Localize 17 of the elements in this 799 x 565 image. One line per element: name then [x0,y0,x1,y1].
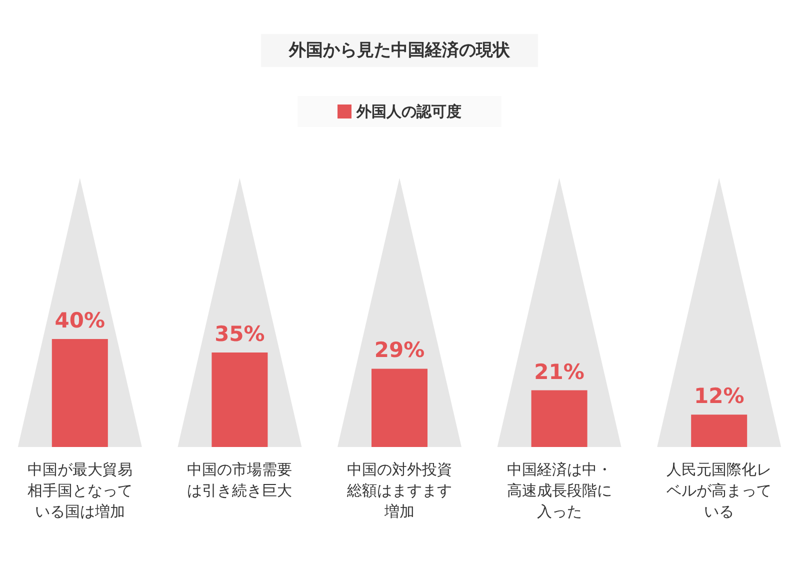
bar [531,390,588,447]
bar [212,352,268,447]
x-tick-label: 中国経済は中・高速成長段階に入った [506,460,612,520]
data-label: 35% [214,322,265,346]
data-label: 40% [54,308,106,332]
chart-title: 外国から見た中国経済の現状 [288,40,511,60]
bar [372,368,428,447]
data-label: 21% [534,360,584,384]
bar [691,414,748,447]
x-tick-label: 中国の市場需要は引き続き巨大 [187,460,292,500]
legend-label: 外国人の認可度 [356,102,462,120]
data-label: 29% [374,338,425,362]
x-tick-label: 人民元国際化レベルが高まっている [666,460,772,520]
x-tick-label: 中国が最大貿易相手国となっている国は増加 [27,460,132,520]
data-label: 12% [694,384,744,408]
x-tick-label: 中国の対外投資総額はますます増加 [346,460,452,520]
bar [52,339,108,447]
